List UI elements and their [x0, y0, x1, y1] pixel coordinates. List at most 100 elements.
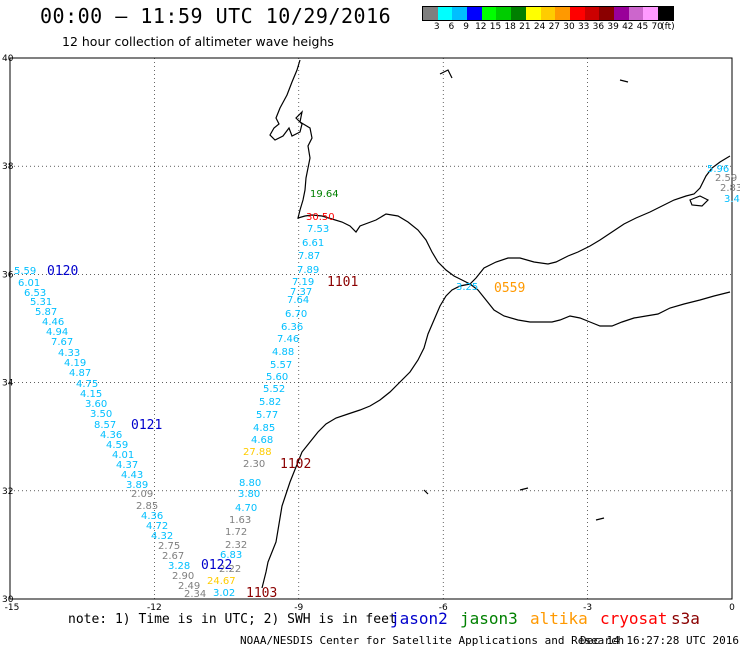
pass-time-label: 1102: [280, 457, 311, 472]
wave-height-value: 2.67: [162, 551, 184, 562]
wave-height-value: 2.30: [243, 459, 265, 470]
coastline: [261, 59, 731, 589]
credit-timestamp: Dec 14 16:27:28 UTC 2016: [580, 634, 739, 647]
wave-height-value: 4.85: [253, 423, 275, 434]
satellite-pass-labels: 0120 0121 0122 1101 1102 1103 0559: [47, 264, 525, 601]
color-scale-bar: [422, 6, 674, 21]
axis-tick-labels: -15 -12 -9 -6 -3 0 40 38 36 34 32 30: [2, 54, 735, 613]
wave-height-value: 7.67: [51, 337, 73, 348]
wave-height-value: 2.22: [219, 564, 241, 575]
latitude-tick-label: 40: [2, 54, 14, 64]
wave-height-value: 7.19: [292, 277, 314, 288]
wave-height-value: 8.57: [94, 420, 116, 431]
wave-height-value: 2.90: [172, 571, 194, 582]
legend-swatch: [467, 7, 482, 20]
wave-height-value: 4.43: [121, 470, 143, 481]
legend-tick-label: 24: [533, 22, 546, 32]
wave-height-value: 5.57: [270, 360, 292, 371]
legend-swatch: [496, 7, 512, 20]
wave-height-value: 19.64: [310, 189, 339, 200]
wave-height-value: 3.25: [456, 282, 478, 293]
wave-height-value: 4.70: [235, 503, 257, 514]
wave-height-value: 4.36: [141, 511, 163, 522]
wave-height-readings: 5.596.016.535.315.874.464.947.674.334.19…: [14, 164, 740, 600]
map-title: 00:00 – 11:59 UTC 10/29/2016: [40, 4, 392, 28]
legend-swatch: [423, 7, 438, 20]
lat-lon-grid: [10, 58, 732, 599]
wave-height-value: 8.80: [239, 478, 261, 489]
pass-time-label: 0120: [47, 264, 78, 279]
wave-height-value: 3.28: [168, 561, 190, 572]
minor-coast-detail-5: [423, 489, 429, 495]
wave-height-value: 3.02: [213, 588, 235, 599]
wave-height-value: 4.15: [80, 389, 102, 400]
wave-height-value: 7.53: [307, 224, 329, 235]
legend-swatch: [599, 7, 614, 20]
longitude-tick-label: -12: [147, 603, 162, 613]
legend-tick-label: 6: [448, 22, 455, 32]
legend-swatch: [643, 7, 658, 20]
legend-tick-label: (ft): [661, 22, 675, 32]
wave-height-value: 3.89: [126, 480, 148, 491]
wave-height-value: 5.82: [259, 397, 281, 408]
legend-swatch: [613, 7, 629, 20]
minor-coast-detail-4: [595, 517, 605, 521]
wave-height-value: 5.31: [30, 297, 52, 308]
legend-tick-label: 15: [489, 22, 502, 32]
legend-swatch: [525, 7, 541, 20]
wave-height-value: 24.67: [207, 576, 236, 587]
longitude-tick-label: -9: [294, 603, 303, 613]
wave-height-value: 2.85: [136, 501, 158, 512]
legend-s3a: s3a: [671, 609, 700, 628]
wave-height-value: 5.96: [707, 164, 729, 175]
legend-swatch: [628, 7, 644, 20]
longitude-tick-label: -6: [439, 603, 448, 613]
wave-height-value: 4.46: [42, 317, 64, 328]
iberia-morocco-coast: [269, 59, 731, 285]
color-scale-legend: 3 6 9 12 15 18 21 24 27 30 33 36 39 42 45 70 (ft): [422, 6, 675, 35]
wave-height-value: 5.52: [263, 384, 285, 395]
latitude-tick-label: 36: [2, 270, 14, 280]
wave-height-value: 1.72: [225, 527, 247, 538]
pass-time-label: 0121: [131, 418, 162, 433]
credit-line: NOAA/NESDIS Center for Satellite Applica…: [240, 634, 625, 647]
legend-swatch: [658, 7, 673, 20]
wave-height-value: 2.32: [225, 540, 247, 551]
wave-height-value: 2.59: [715, 173, 737, 184]
minor-coast-detail-3: [519, 487, 529, 491]
map-subtitle: 12 hour collection of altimeter wave hei…: [62, 34, 334, 49]
wave-height-value: 4.72: [146, 521, 168, 532]
legend-swatch: [511, 7, 526, 20]
legend-tick-label: 18: [504, 22, 516, 32]
legend-tick-label: 27: [548, 22, 561, 32]
legend-tick-label: 3: [433, 22, 440, 32]
wave-height-value: 4.88: [272, 347, 294, 358]
pass-time-label: 0122: [201, 558, 232, 573]
longitude-tick-label: -3: [583, 603, 592, 613]
wave-height-value: 5.87: [35, 307, 57, 318]
wave-height-value: 4.75: [76, 379, 98, 390]
legend-swatch: [452, 7, 468, 20]
wave-height-value: 1.63: [229, 515, 251, 526]
balearic-island: [689, 195, 710, 207]
legend-tick-label: 39: [607, 22, 619, 32]
legend-swatch: [437, 7, 453, 20]
latitude-tick-label: 30: [2, 595, 14, 605]
wave-height-value: 3.60: [85, 399, 107, 410]
wave-height-value: 4.59: [106, 440, 128, 451]
wave-height-value: 27.88: [243, 447, 272, 458]
legend-tick-label: 42: [622, 22, 634, 32]
wave-height-value: 2.83: [720, 183, 740, 194]
color-scale-labels: 3 6 9 12 15 18 21 24 27 30 33 36 39 42 45 70 (ft): [422, 21, 675, 35]
wave-height-value: 5.77: [256, 410, 278, 421]
map-frame: [9, 57, 733, 600]
footnote: note: 1) Time is in UTC; 2) SWH is in fe…: [68, 612, 397, 627]
pass-time-label: 1103: [246, 586, 277, 601]
legend-jason3: jason3: [460, 609, 518, 628]
longitude-tick-label: 0: [729, 603, 735, 613]
legend-tick-label: 70: [651, 22, 663, 32]
wave-height-value: 4.32: [151, 531, 173, 542]
wave-height-value: 6.36: [281, 322, 303, 333]
wave-height-value: 6.01: [18, 278, 40, 289]
